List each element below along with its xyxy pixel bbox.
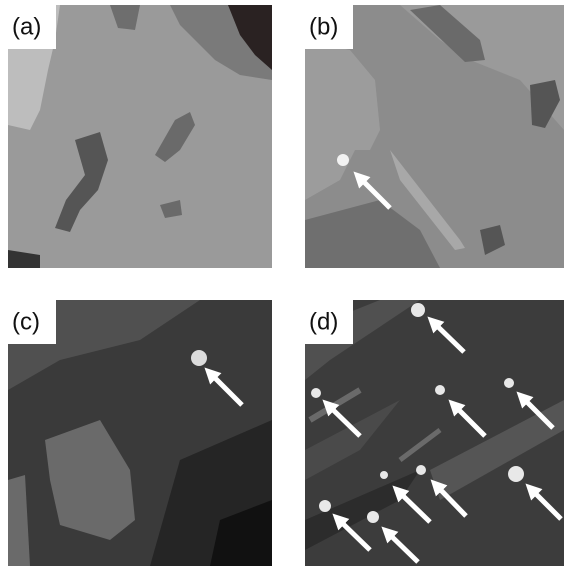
- panel-label: (c): [12, 308, 40, 335]
- panel-label: (d): [309, 308, 338, 335]
- cluster: [337, 154, 349, 166]
- figure: (a) (b) (c): [0, 0, 564, 568]
- cluster: [411, 303, 425, 317]
- cluster: [416, 465, 426, 475]
- cluster: [319, 500, 331, 512]
- panel-label: (a): [12, 13, 41, 40]
- cluster: [508, 466, 524, 482]
- panel-c: (c): [8, 300, 272, 566]
- panel-label: (b): [309, 13, 338, 40]
- cluster: [435, 385, 445, 395]
- panel-a: (a): [8, 5, 272, 268]
- cluster: [380, 471, 388, 479]
- cluster: [367, 511, 379, 523]
- cluster: [191, 350, 207, 366]
- page: (a) (b) (c): [0, 0, 564, 568]
- panel-b: (b): [305, 5, 564, 268]
- cluster: [504, 378, 514, 388]
- cluster: [311, 388, 321, 398]
- panel-d: (d): [305, 300, 564, 566]
